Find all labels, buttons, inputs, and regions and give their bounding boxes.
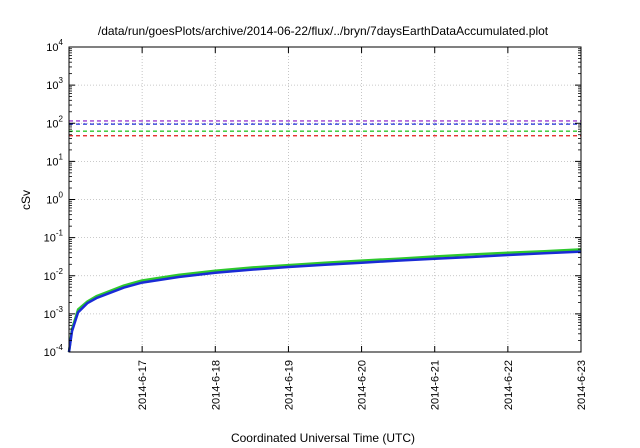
series-lines	[67, 248, 582, 353]
y-axis: 10-4 10-3 10-2 10-1 100 101 102 103 104	[44, 38, 581, 359]
x-tick-label: 2014-6-22	[503, 360, 515, 410]
y-tick-label: 102	[46, 114, 63, 130]
threshold-lines	[69, 120, 581, 137]
x-tick-label: 2014-6-19	[283, 360, 295, 410]
x-tick-label: 2014-6-18	[210, 360, 222, 410]
y-tick-label: 10-1	[44, 229, 64, 245]
y-tick-label: 101	[46, 152, 63, 168]
grid	[69, 47, 581, 352]
y-tick-label: 10-2	[44, 267, 64, 283]
y-tick-label: 10-3	[44, 305, 64, 321]
x-tick-label: 2014-6-21	[430, 360, 442, 410]
series-line	[67, 250, 582, 353]
y-tick-label: 10-4	[44, 343, 64, 359]
y-axis-label: cSv	[19, 190, 33, 210]
x-tick-label: 2014-6-17	[137, 360, 149, 410]
y-tick-label: 103	[46, 76, 63, 92]
x-axis: 2014-6-17 2014-6-18 2014-6-19 2014-6-20 2014…	[137, 47, 588, 410]
chart-title: /data/run/goesPlots/archive/2014-06-22/f…	[98, 24, 549, 38]
y-tick-label: 104	[46, 38, 63, 54]
y-tick-label: 100	[46, 191, 63, 207]
x-axis-label: Coordinated Universal Time (UTC)	[231, 431, 415, 445]
x-tick-label: 2014-6-20	[357, 360, 369, 410]
x-tick-label: 2014-6-23	[576, 360, 588, 410]
series-line	[67, 248, 582, 353]
